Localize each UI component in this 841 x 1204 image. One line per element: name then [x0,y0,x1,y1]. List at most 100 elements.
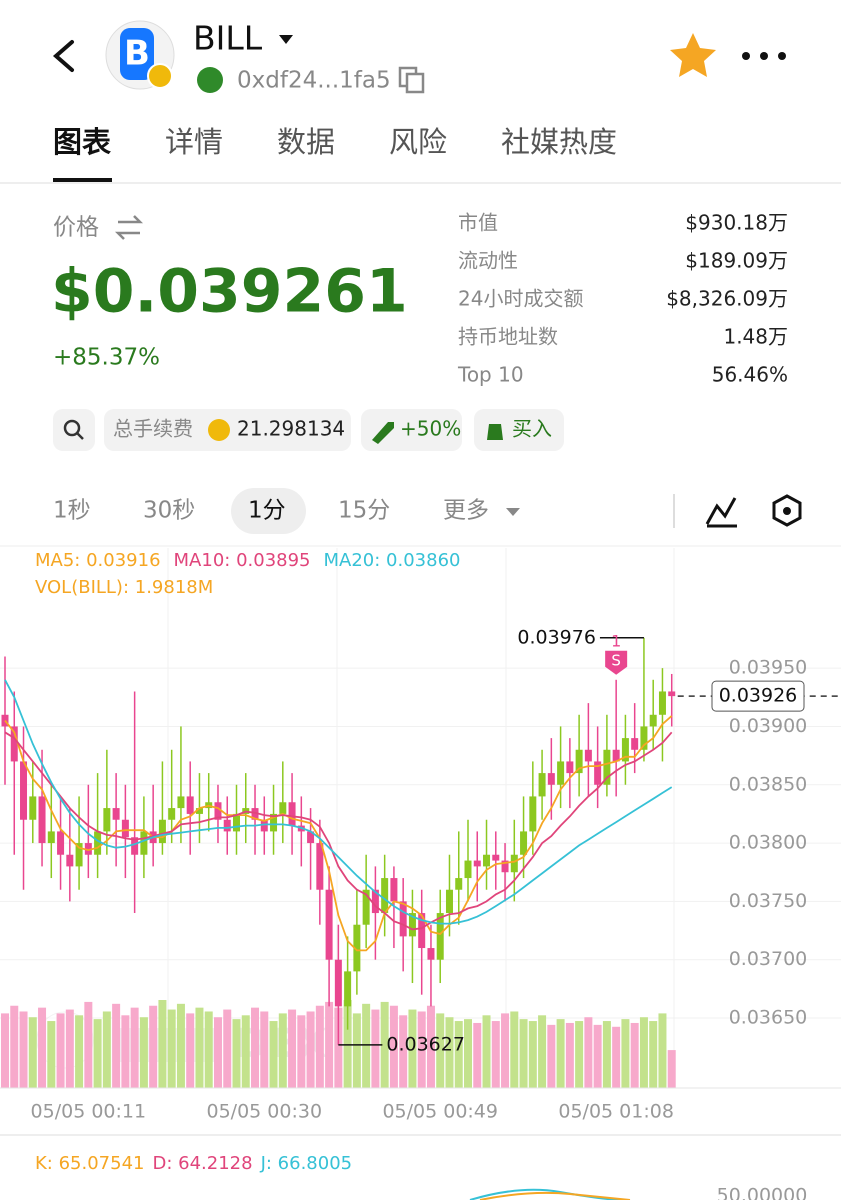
volume-bar [19,1011,28,1088]
interval[interactable]: 1秒 [53,498,91,524]
candle-body [584,749,592,762]
boost-chip[interactable] [361,409,462,451]
volume-bar [260,1011,269,1088]
stat-value: $930.18万 [685,211,788,235]
volume-bar [408,1009,417,1088]
kdj-legend: J: 66.8005 [260,1153,353,1174]
favorite[interactable] [670,33,716,77]
candle-body [103,808,111,832]
y-tick-label: 0.03650 [729,1007,808,1029]
tab[interactable]: 数据 [277,125,335,159]
interval[interactable]: 更多 [443,498,489,524]
volume-bar [473,1022,482,1088]
volume-bar [371,1009,380,1088]
dropdown[interactable] [279,35,293,44]
search-chip[interactable] [53,409,95,451]
last-price-tag [711,680,805,712]
ma-line [4,715,673,952]
volume-bar [565,1022,574,1088]
candle-body [186,796,194,814]
candle-body [362,889,370,925]
volume-bar [464,1019,472,1088]
y-tick-label: 0.03950 [729,657,808,679]
svg-text:B: B [124,34,150,74]
tab[interactable]: 图表 [53,125,111,159]
stat-value: 56.46% [712,363,788,387]
candle-body [353,924,361,972]
candle-body [288,802,296,826]
volume-bar [93,1019,102,1088]
volume-bar [528,1021,537,1088]
interval[interactable]: 1分 [248,498,286,524]
kdj-legend: K: 65.07541 [35,1153,144,1174]
volume-bar [306,1011,315,1088]
candle-body [557,761,565,785]
volume-bar [612,1026,621,1088]
candle-body [520,831,528,855]
swap-icon[interactable] [114,215,144,240]
more-menu[interactable] [742,52,786,60]
candle-body [121,819,129,838]
volume-bar [343,1000,352,1088]
copy-button[interactable] [398,66,425,94]
ma-line [4,679,673,925]
candle-body [20,761,28,820]
kdj-curve [469,1188,621,1201]
kdj-curve [479,1191,631,1201]
candle-body [492,854,500,861]
candle-body [140,831,148,855]
volume-bar [630,1022,639,1088]
bnb-icon [208,419,230,441]
back-button[interactable] [52,40,74,72]
badge [197,67,223,93]
candle-body [658,691,666,715]
volume-bar [482,1015,491,1088]
buy-chip[interactable] [474,409,564,451]
y-tick-label: 0.03700 [729,948,808,970]
candle-body [316,843,324,890]
settings-button[interactable] [772,494,802,527]
volume-bar [426,1005,435,1088]
candle-body [436,913,444,960]
candle-body [325,889,333,960]
volume-bar [223,1009,232,1088]
volume-bar [491,1021,500,1088]
interval[interactable]: 30秒 [143,498,195,524]
more-arrow[interactable] [506,508,520,516]
bag-icon [487,424,503,440]
token-title: BILL [193,19,263,58]
tab[interactable]: 风险 [389,125,447,159]
indicator-button[interactable] [705,497,737,528]
volume-bar [602,1021,611,1088]
candle-body [334,959,342,1007]
volume-bar [38,1007,47,1088]
candle-body [594,761,602,785]
interval[interactable]: 15分 [338,498,390,524]
volume-bar [84,1001,93,1088]
stat-value: $189.09万 [685,249,788,273]
tab[interactable]: 详情 [165,125,223,159]
last-price-label: 0.03926 [719,685,798,707]
volume-bar [538,1015,547,1088]
candle-body [131,837,139,855]
candle-body [529,796,537,832]
candle-body [473,860,481,867]
y-tick-label: 0.03900 [729,715,808,737]
stat-label: 24小时成交额 [458,287,583,311]
volume-bar [519,1019,528,1088]
volume-bar [288,1009,297,1088]
volume-bar [195,1007,204,1088]
search-icon-handle [76,432,84,440]
volume-bar [436,1013,445,1088]
candle-body [344,971,352,1007]
candle-body [279,802,287,814]
volume-bar [186,1013,195,1088]
candle-body [483,854,491,867]
fee-label: 总手续费 [113,417,193,441]
ma-line [4,731,673,931]
tab[interactable]: 社媒热度 [501,125,617,159]
trade-marker-shape [605,650,628,675]
volume-bar [454,1021,463,1088]
volume-bar [241,1015,250,1088]
